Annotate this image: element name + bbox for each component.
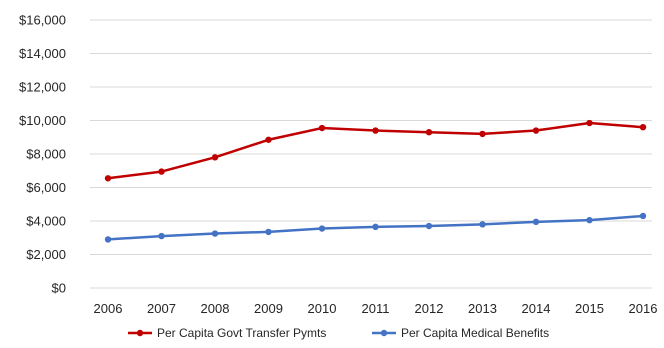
y-tick-label: $6,000	[26, 180, 66, 195]
data-point	[532, 127, 540, 134]
data-point	[425, 129, 433, 136]
data-point	[265, 228, 272, 236]
data-point	[158, 168, 165, 175]
data-point	[158, 232, 165, 240]
y-tick-label: $8,000	[26, 147, 66, 162]
legend-swatch-marker	[380, 329, 388, 337]
data-point	[372, 127, 379, 134]
y-tick-label: $0	[52, 281, 66, 296]
data-point	[104, 175, 112, 182]
data-point	[639, 124, 647, 131]
legend-label: Per Capita Govt Transfer Pymts	[157, 326, 326, 340]
series-1	[104, 119, 647, 182]
legend: Per Capita Govt Transfer Pymts Per Capita…	[128, 326, 549, 340]
y-tick-label: $10,000	[19, 113, 66, 128]
x-tick-label: 2011	[362, 301, 390, 316]
legend-item: Per Capita Medical Benefits	[372, 326, 549, 340]
x-axis: 2006 2007 2008 2009 2010 2011 2012 2013 2014 2015…	[94, 301, 658, 316]
series-2	[104, 212, 647, 243]
x-tick-label: 2013	[468, 301, 497, 316]
legend-item: Per Capita Govt Transfer Pymts	[128, 326, 326, 340]
y-tick-label: $2,000	[26, 247, 66, 262]
legend-label: Per Capita Medical Benefits	[401, 326, 549, 340]
x-tick-label: 2016	[629, 301, 658, 316]
y-tick-label: $4,000	[26, 214, 66, 229]
x-tick-label: 2007	[147, 301, 176, 316]
data-point	[104, 236, 112, 243]
y-tick-label: $16,000	[19, 13, 66, 28]
data-point	[425, 222, 433, 230]
data-point	[318, 124, 326, 132]
x-tick-label: 2006	[94, 301, 123, 316]
x-tick-label: 2015	[575, 301, 604, 316]
x-tick-label: 2014	[522, 301, 551, 316]
data-point	[479, 130, 486, 138]
data-point	[586, 216, 593, 224]
x-tick-label: 2008	[201, 301, 230, 316]
y-tick-label: $12,000	[19, 80, 66, 95]
data-point	[479, 221, 486, 228]
series-lines	[104, 119, 647, 243]
x-tick-label: 2012	[415, 301, 444, 316]
y-axis: $0 $2,000 $4,000 $6,000 $8,000 $10,000 $12,000…	[19, 13, 66, 296]
data-point	[532, 218, 540, 226]
gridlines	[90, 19, 652, 289]
x-tick-label: 2009	[254, 301, 283, 316]
data-point	[318, 225, 326, 232]
x-tick-label: 2010	[308, 301, 337, 316]
y-tick-label: $14,000	[19, 46, 66, 61]
data-point	[211, 154, 219, 161]
legend-swatch-marker	[136, 329, 144, 337]
data-point	[639, 212, 647, 220]
data-point	[586, 119, 593, 127]
data-point	[211, 230, 219, 237]
data-point	[372, 223, 379, 231]
data-point	[265, 136, 272, 143]
